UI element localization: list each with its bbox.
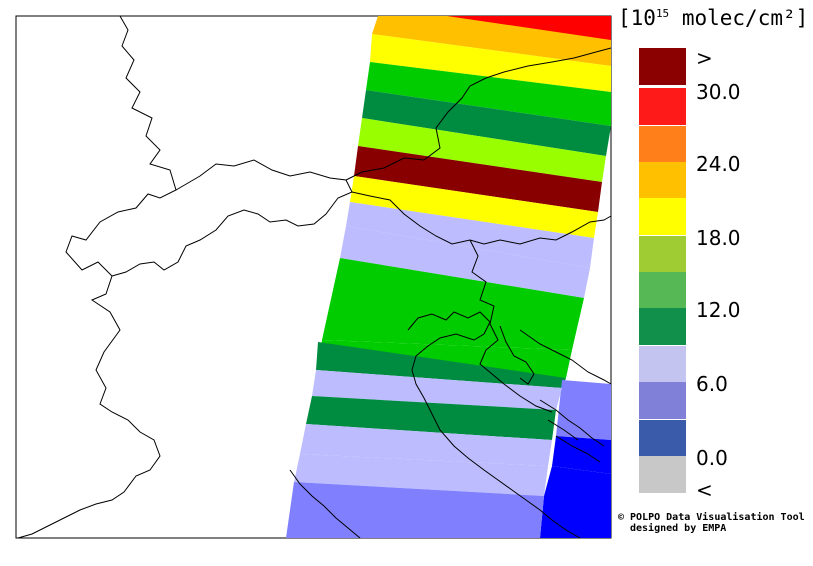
legend-swatch: [639, 382, 686, 419]
border-italy-tuscany: [289, 469, 361, 539]
border-switzerland: [111, 159, 353, 277]
legend-swatch: [639, 456, 686, 493]
swath-band: [540, 466, 611, 538]
swath-band: [354, 146, 602, 212]
swath-band: [362, 90, 611, 156]
legend-swatch: [639, 272, 686, 309]
legend-label-under: <: [696, 478, 713, 502]
legend-swatch: [639, 308, 686, 345]
legend-label-over: >: [696, 46, 713, 70]
swath-band: [350, 176, 598, 238]
legend-swatch: [639, 346, 686, 383]
swath-band: [306, 396, 556, 440]
credit-line-2: designed by EMPA: [630, 523, 727, 534]
border-italy-austria: [351, 191, 612, 245]
legend-swatch: [639, 236, 686, 273]
legend-label-18: 18.0: [696, 226, 741, 250]
legend-swatch: [639, 420, 686, 457]
legend-swatch: [639, 126, 686, 163]
legend-label-30: 30.0: [696, 80, 741, 104]
legend-swatch: [639, 162, 686, 199]
swath-band: [346, 202, 594, 268]
legend-label-24: 24.0: [696, 152, 741, 176]
border-france-west: [17, 15, 177, 539]
coast-italy: [407, 311, 581, 539]
legend-label-0: 0.0: [696, 446, 728, 470]
credit-text: © POLPO Data Visualisation Tool designed…: [618, 512, 805, 534]
satellite-swath: [286, 16, 611, 538]
legend-label-6: 6.0: [696, 372, 728, 396]
swath-band: [552, 436, 611, 474]
country-borders: [17, 15, 612, 539]
swath-band: [286, 482, 544, 538]
swath-band: [316, 342, 566, 388]
swath-band: [372, 16, 611, 66]
swath-band: [358, 118, 606, 182]
legend-label-12: 12.0: [696, 298, 741, 322]
legend-swatch: [639, 48, 686, 85]
border-croatia: [519, 329, 612, 385]
legend-title: [1015 molec/cm²]: [618, 6, 809, 30]
coast-istria: [499, 325, 535, 385]
swath-band: [294, 454, 548, 496]
legend-swatch: [639, 88, 686, 125]
swath-band: [312, 370, 562, 410]
swath-band: [556, 380, 611, 440]
swath-band: [340, 226, 590, 298]
islands: [539, 399, 605, 463]
credit-line-1: © POLPO Data Visualisation Tool: [618, 512, 805, 523]
swath-band: [366, 62, 611, 126]
swath-band: [370, 34, 611, 92]
legend-swatch: [639, 198, 686, 235]
swath-band: [322, 258, 584, 350]
swath-band: [300, 424, 552, 466]
map-panel: [15, 15, 612, 539]
border-germany: [345, 47, 612, 181]
border-slovenia: [469, 239, 553, 413]
